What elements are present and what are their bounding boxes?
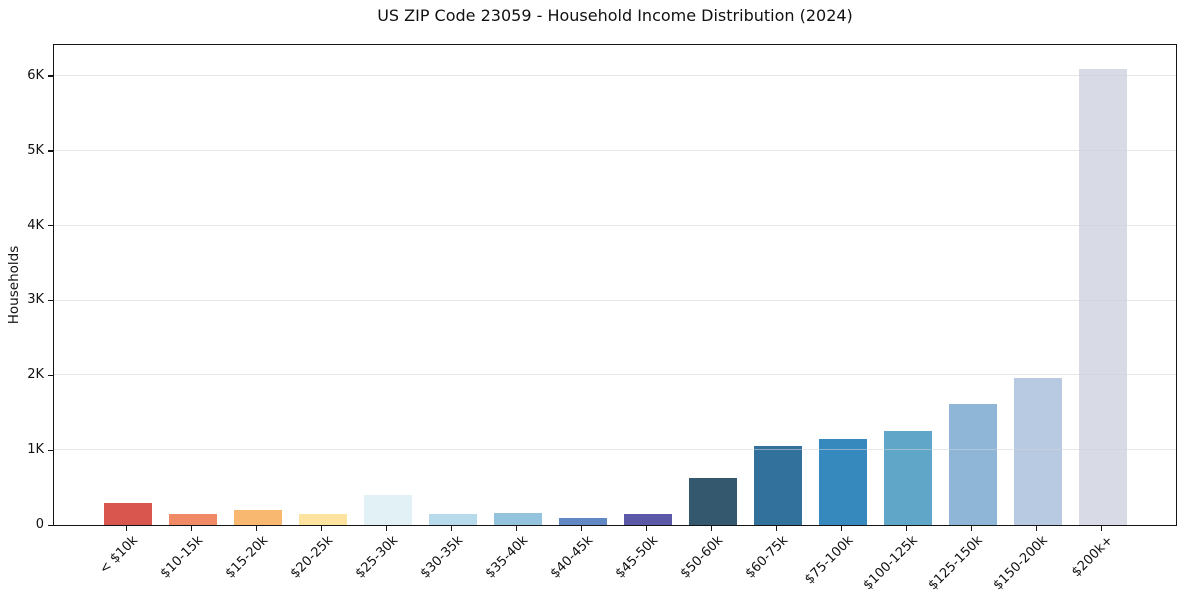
x-tick-mark bbox=[711, 526, 713, 531]
gridline-1000 bbox=[54, 449, 1176, 451]
gridline-5000 bbox=[54, 149, 1176, 151]
x-tick-label: $45-50k bbox=[612, 533, 662, 582]
x-tick-label: $150-200k bbox=[990, 533, 1052, 593]
x-tick-mark bbox=[1036, 526, 1038, 531]
y-tick-label: 5K bbox=[27, 142, 44, 158]
gridline-4000 bbox=[54, 224, 1176, 226]
x-tick-mark bbox=[1101, 526, 1103, 531]
x-tick-label: $50-60k bbox=[677, 533, 727, 582]
bar-$150-200k bbox=[1013, 377, 1062, 525]
x-tick-label: < $10k bbox=[97, 533, 142, 578]
y-tick-label: 1K bbox=[27, 442, 44, 458]
bar-$25-30k bbox=[363, 495, 412, 525]
y-tick-mark-4K bbox=[48, 225, 53, 227]
x-tick-mark bbox=[191, 526, 193, 531]
x-tick-mark bbox=[581, 526, 583, 531]
y-tick-mark-0 bbox=[48, 524, 53, 526]
gridline-2000 bbox=[54, 374, 1176, 376]
x-tick-label: $40-45k bbox=[547, 533, 597, 582]
bar-$50-60k bbox=[688, 477, 737, 525]
y-tick-label: 0 bbox=[35, 517, 44, 532]
bar-$200k+ bbox=[1078, 68, 1127, 525]
bar-$100-125k bbox=[883, 431, 932, 525]
bar-< $10k bbox=[103, 503, 152, 525]
y-tick-mark-5K bbox=[48, 150, 53, 152]
y-axis-label: Households bbox=[6, 245, 23, 325]
x-tick-mark bbox=[646, 526, 648, 531]
bar-$15-20k bbox=[233, 510, 282, 525]
x-tick-mark bbox=[516, 526, 518, 531]
y-tick-mark-3K bbox=[48, 299, 53, 302]
x-tick-label: $60-75k bbox=[742, 533, 792, 582]
x-tick-label: $15-20k bbox=[222, 533, 272, 582]
y-tick-label: 2K bbox=[27, 367, 44, 383]
x-tick-mark bbox=[386, 526, 388, 531]
plot-area bbox=[53, 44, 1177, 526]
x-tick-label: $75-100k bbox=[801, 533, 857, 588]
x-tick-label: $25-30k bbox=[352, 533, 402, 582]
x-tick-label: $35-40k bbox=[482, 533, 532, 582]
x-tick-label: $200k+ bbox=[1069, 533, 1117, 581]
chart-title: US ZIP Code 23059 - Household Income Dis… bbox=[377, 6, 853, 25]
x-tick-mark bbox=[776, 526, 778, 531]
x-tick-mark bbox=[906, 526, 908, 531]
bar-$20-25k bbox=[298, 513, 347, 525]
bar-$30-35k bbox=[428, 513, 477, 525]
gridline-6000 bbox=[54, 74, 1176, 76]
x-tick-mark bbox=[841, 526, 843, 531]
bar-$125-150k bbox=[948, 404, 997, 525]
y-tick-label: 6K bbox=[27, 67, 44, 83]
x-tick-label: $20-25k bbox=[287, 533, 337, 582]
y-tick-mark-1K bbox=[48, 449, 53, 451]
x-tick-mark bbox=[126, 526, 128, 531]
bar-$40-45k bbox=[558, 517, 607, 525]
gridline-3000 bbox=[54, 299, 1176, 301]
y-tick-mark-2K bbox=[48, 374, 53, 377]
bar-$35-40k bbox=[493, 513, 542, 525]
x-tick-label: $125-150k bbox=[925, 533, 987, 593]
x-tick-mark bbox=[321, 526, 323, 531]
bar-$45-50k bbox=[623, 513, 672, 525]
x-tick-mark bbox=[256, 526, 258, 531]
bar-$75-100k bbox=[818, 438, 867, 525]
y-tick-mark-6K bbox=[48, 75, 53, 77]
x-tick-label: $10-15k bbox=[157, 533, 207, 582]
x-tick-mark bbox=[451, 526, 453, 531]
y-tick-label: 3K bbox=[27, 292, 44, 308]
x-tick-label: $30-35k bbox=[417, 533, 467, 582]
y-tick-label: 4K bbox=[27, 217, 44, 233]
x-tick-mark bbox=[971, 526, 973, 531]
bar-$60-75k bbox=[753, 445, 802, 525]
x-tick-label: $100-125k bbox=[860, 533, 922, 593]
bar-$10-15k bbox=[168, 514, 217, 525]
